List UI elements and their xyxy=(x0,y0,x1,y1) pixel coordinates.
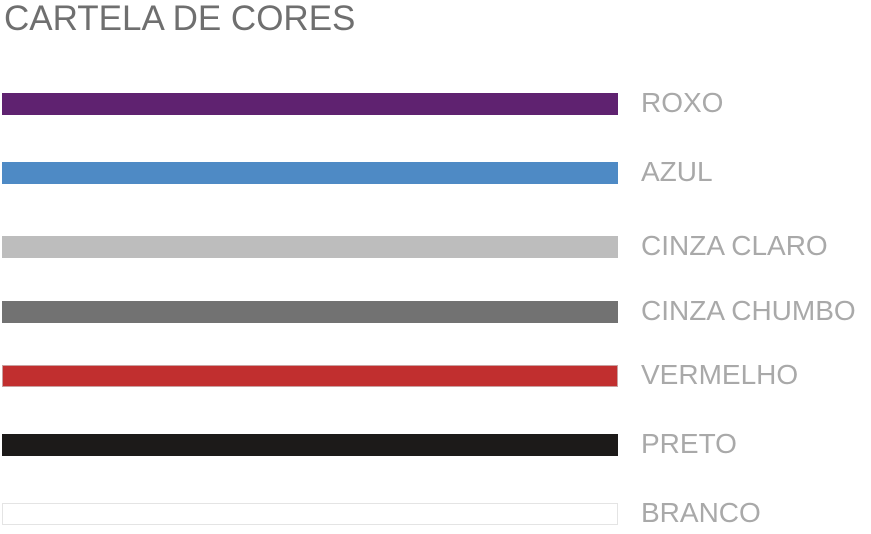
color-bar xyxy=(2,93,618,115)
color-bar xyxy=(2,503,618,525)
color-label: BRANCO xyxy=(641,497,761,528)
color-swatch-cinza-claro: CINZA CLARO xyxy=(0,227,871,267)
color-bar xyxy=(2,301,618,323)
color-bar xyxy=(2,236,618,258)
color-swatch-azul: AZUL xyxy=(0,153,871,193)
color-bar xyxy=(2,162,618,184)
color-swatch-vermelho: VERMELHO xyxy=(0,356,871,396)
page-title: CARTELA DE CORES xyxy=(4,0,356,38)
color-swatch-branco: BRANCO xyxy=(0,494,871,534)
color-label: CINZA CLARO xyxy=(641,230,828,261)
color-bar xyxy=(2,434,618,456)
color-bar xyxy=(2,365,618,387)
color-swatch-roxo: ROXO xyxy=(0,84,871,124)
color-label: PRETO xyxy=(641,428,737,459)
color-label: VERMELHO xyxy=(641,359,799,390)
color-label: AZUL xyxy=(641,156,713,187)
color-swatch-cinza-chumbo: CINZA CHUMBO xyxy=(0,292,871,332)
color-label: ROXO xyxy=(641,87,724,118)
color-label: CINZA CHUMBO xyxy=(641,295,856,326)
color-swatch-preto: PRETO xyxy=(0,425,871,465)
